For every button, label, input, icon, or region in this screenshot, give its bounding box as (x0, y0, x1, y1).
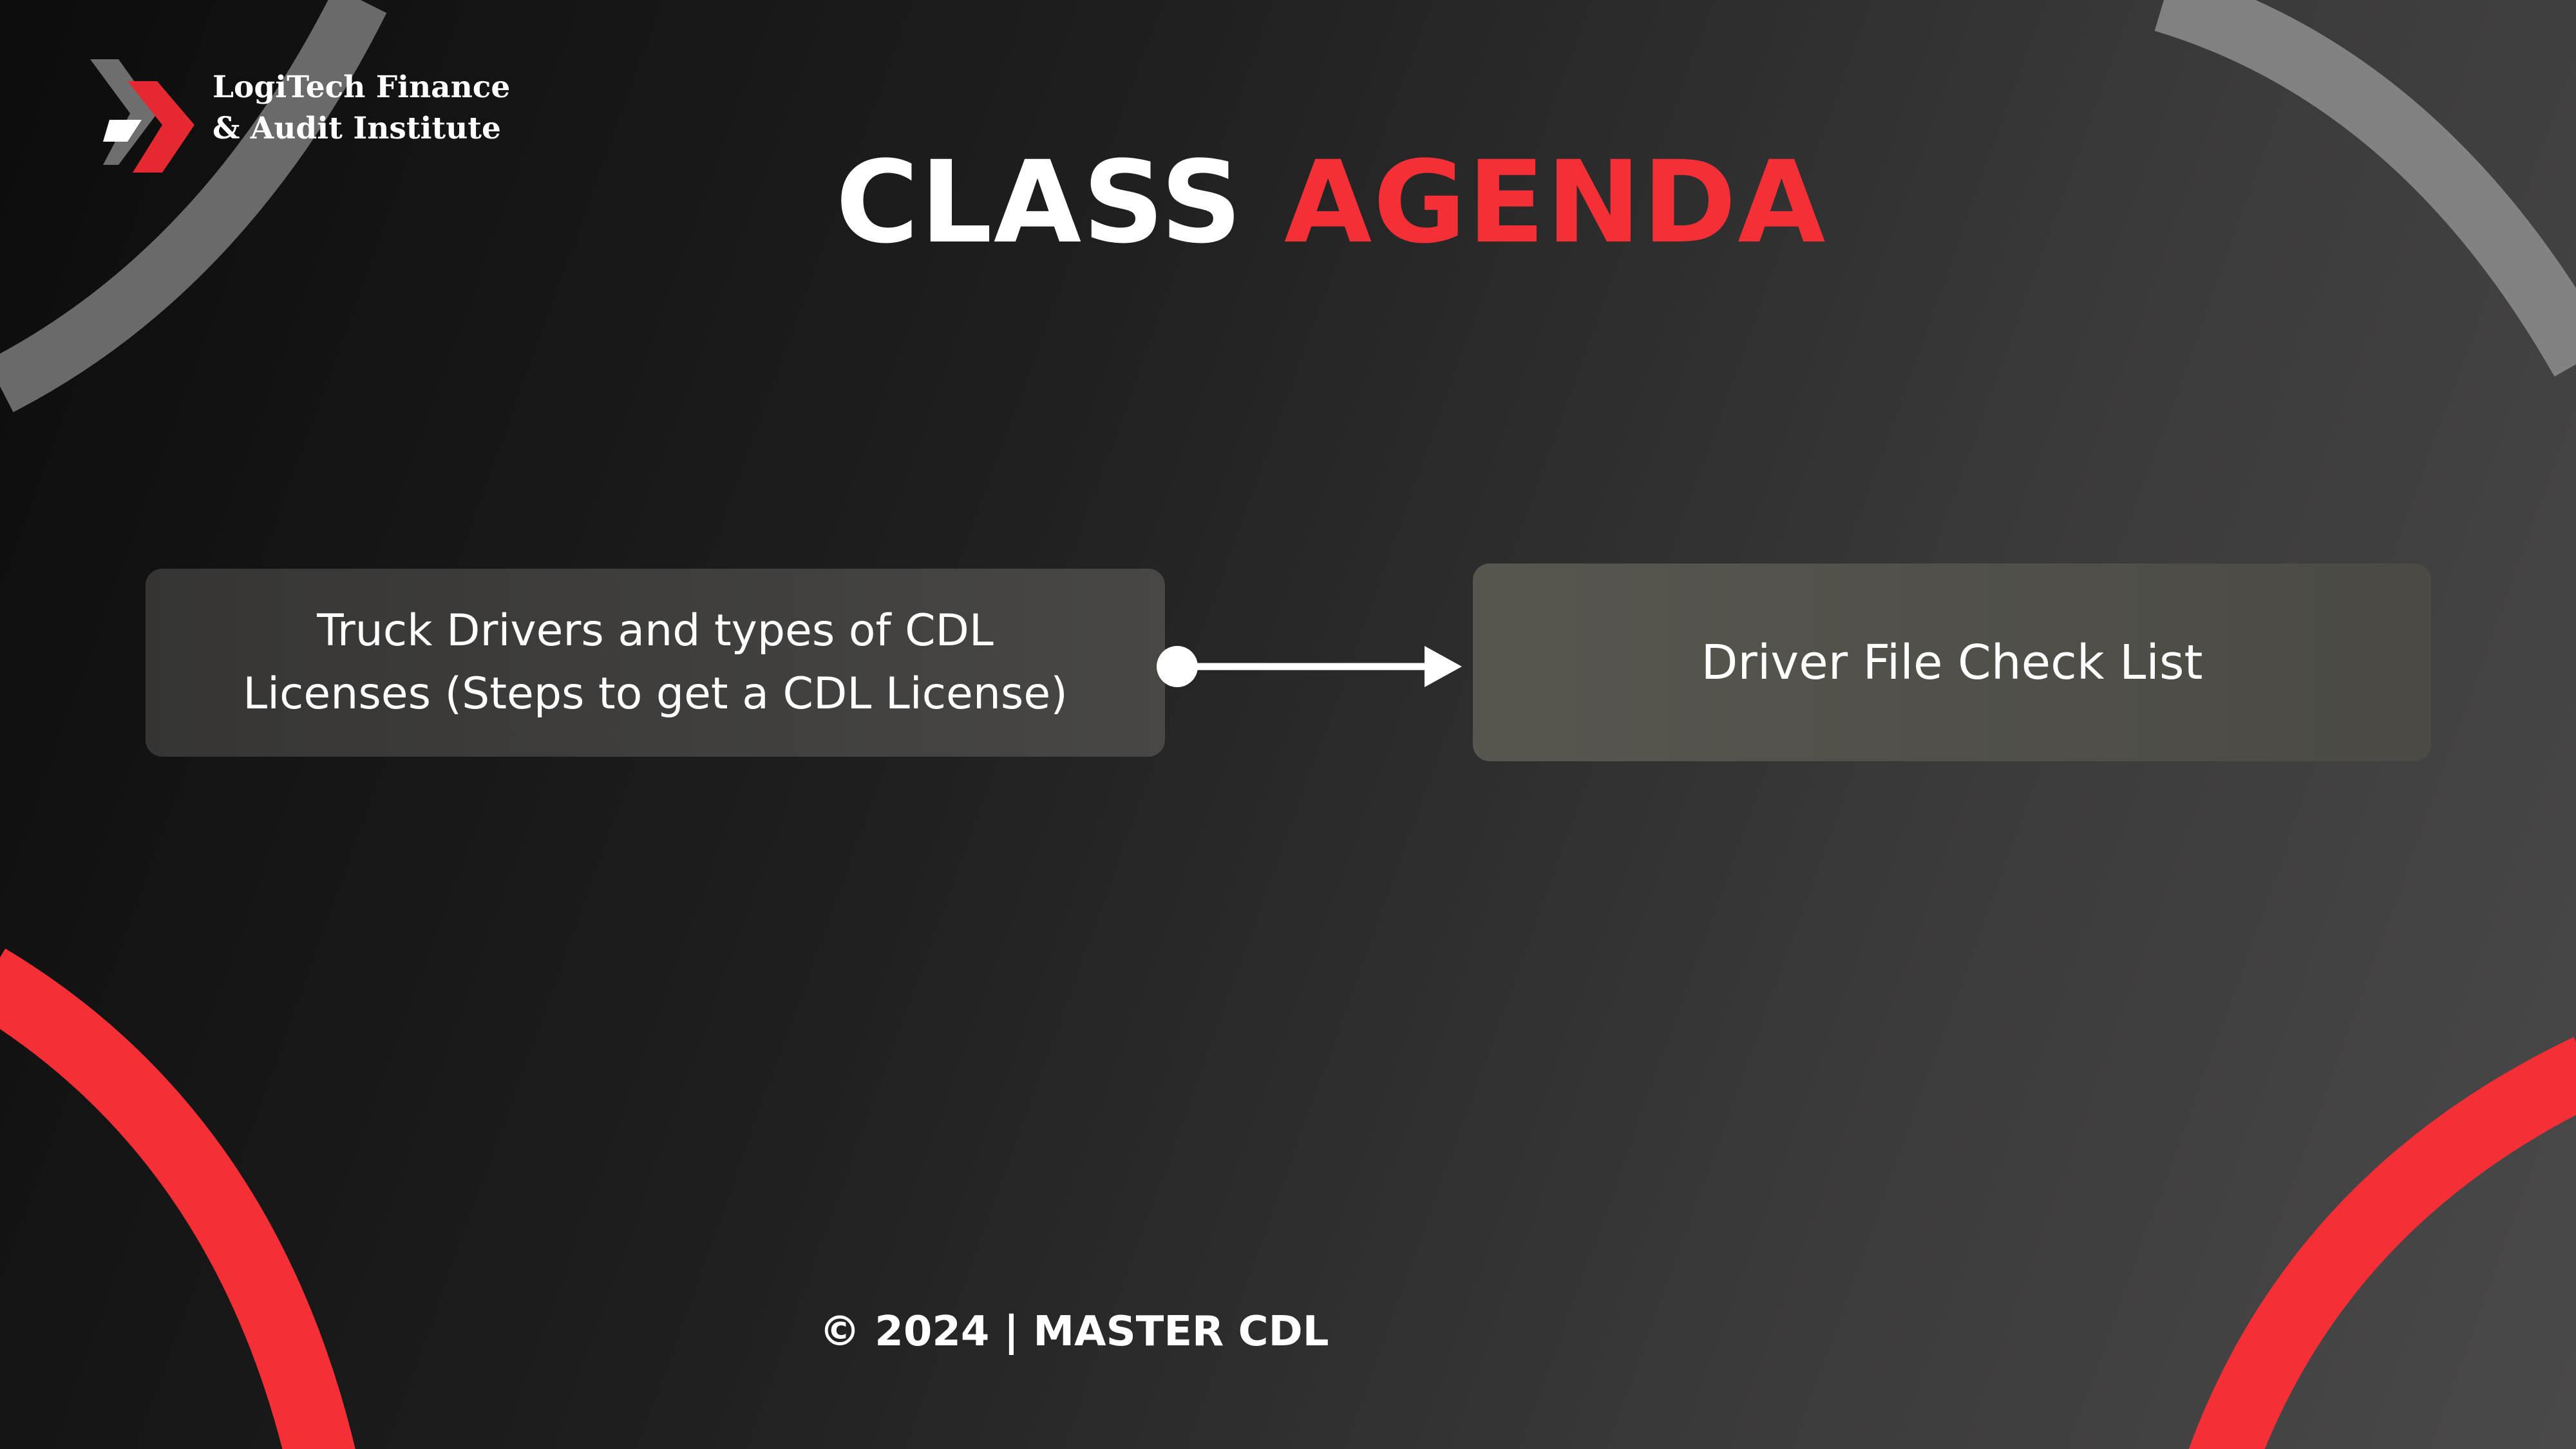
red-arc-bottom-left (0, 948, 355, 1449)
agenda-item-2-label: Driver File Check List (1701, 634, 2203, 690)
gray-arc-top-right (2154, 0, 2576, 377)
title-word-agenda: AGENDA (1283, 137, 1827, 269)
gray-arc-top-left (0, 0, 387, 413)
agenda-item-1: Truck Drivers and types of CDL Licenses … (146, 569, 1165, 757)
logo-text: LogiTech Finance & Audit Institute (213, 67, 510, 149)
institute-logo: LogiTech Finance & Audit Institute (90, 58, 554, 180)
double-chevron-icon (90, 59, 194, 173)
red-arc-bottom-right (2188, 1037, 2576, 1449)
agenda-item-1-line-2: Licenses (Steps to get a CDL License) (243, 668, 1068, 719)
arrow-right-icon (1157, 646, 1462, 687)
agenda-item-2: Driver File Check List (1473, 564, 2431, 761)
logo-line-2: & Audit Institute (213, 111, 501, 146)
page-title: CLASS AGENDA (0, 132, 2576, 274)
footer-copyright: © 2024 | MASTER CDL (819, 1308, 1329, 1356)
logo-line-1: LogiTech Finance (213, 70, 511, 105)
agenda-item-1-line-1: Truck Drivers and types of CDL (317, 605, 994, 656)
title-word-class: CLASS (835, 137, 1244, 269)
